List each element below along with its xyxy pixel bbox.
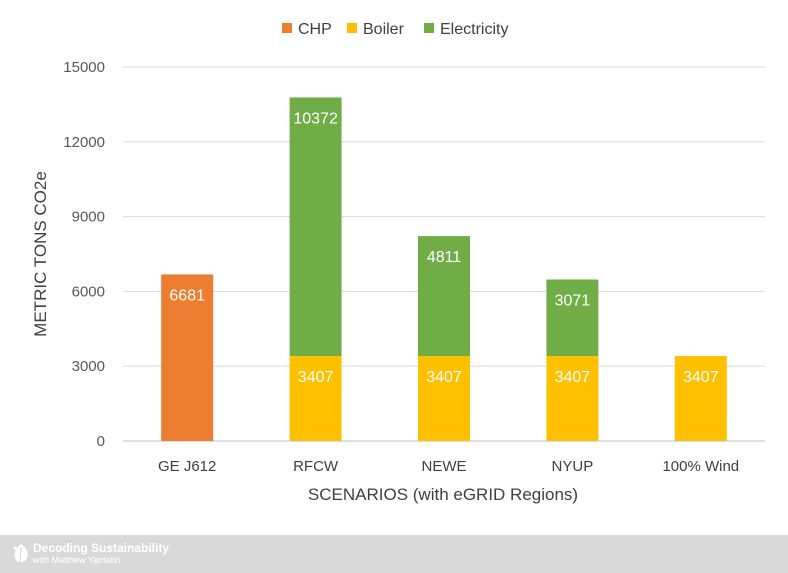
- y-tick-label: 3000: [72, 358, 105, 375]
- y-axis-ticks: 0 3000 6000 9000 12000 15000: [63, 59, 105, 450]
- x-axis-categories: GE J612 RFCW NEWE NYUP 100% Wind: [158, 458, 739, 475]
- footer-brand: Decoding Sustainability: [33, 541, 170, 555]
- bar-boiler-3: [546, 356, 599, 441]
- footer-banner: Decoding Sustainability with Matthew Yam…: [0, 535, 788, 573]
- data-label: 3407: [426, 369, 462, 386]
- data-label: 3071: [555, 292, 591, 309]
- bar-chp-0: [161, 274, 214, 441]
- x-category-label: GE J612: [158, 458, 216, 475]
- y-tick-label: 6000: [72, 283, 105, 300]
- x-category-label: NEWE: [422, 458, 467, 475]
- stacked-bar-chart: CHP Boiler Electricity 0 3000 6000 9000 12000 1…: [31, 21, 765, 504]
- y-tick-label: 12000: [63, 134, 105, 151]
- bar-electricity-1: [289, 97, 342, 357]
- leaf-icon: [13, 544, 28, 564]
- bar-electricity-3: [546, 279, 599, 357]
- bar-boiler-4: [674, 356, 727, 441]
- x-category-label: 100% Wind: [662, 458, 739, 475]
- x-category-label: RFCW: [293, 458, 339, 475]
- legend-swatch-electricity: [424, 23, 434, 33]
- footer-subtitle: with Matthew Yamatin: [33, 555, 121, 565]
- y-tick-label: 9000: [72, 209, 105, 226]
- y-tick-label: 15000: [63, 59, 105, 76]
- data-label: 3407: [555, 369, 591, 386]
- bars: [161, 97, 727, 441]
- legend: CHP Boiler Electricity: [282, 21, 508, 38]
- x-category-label: NYUP: [552, 458, 594, 475]
- data-labels: 6681 3407 10372 3407 4811 3407 3071 3407: [169, 110, 718, 386]
- legend-label-chp: CHP: [298, 21, 332, 38]
- y-tick-label: 0: [97, 433, 105, 450]
- legend-label-electricity: Electricity: [440, 21, 508, 38]
- data-label: 10372: [293, 110, 338, 127]
- legend-swatch-chp: [282, 23, 292, 33]
- legend-swatch-boiler: [347, 23, 357, 33]
- bar-boiler-2: [418, 356, 470, 441]
- data-label: 4811: [427, 249, 462, 266]
- data-label: 3407: [298, 369, 334, 386]
- bar-electricity-2: [418, 236, 470, 357]
- x-axis-title: SCENARIOS (with eGRID Regions): [308, 485, 578, 504]
- y-axis-title: METRIC TONS CO2e: [31, 171, 50, 337]
- data-label: 3407: [683, 369, 719, 386]
- legend-label-boiler: Boiler: [363, 21, 405, 38]
- bar-boiler-1: [289, 356, 342, 441]
- data-label: 6681: [169, 287, 205, 304]
